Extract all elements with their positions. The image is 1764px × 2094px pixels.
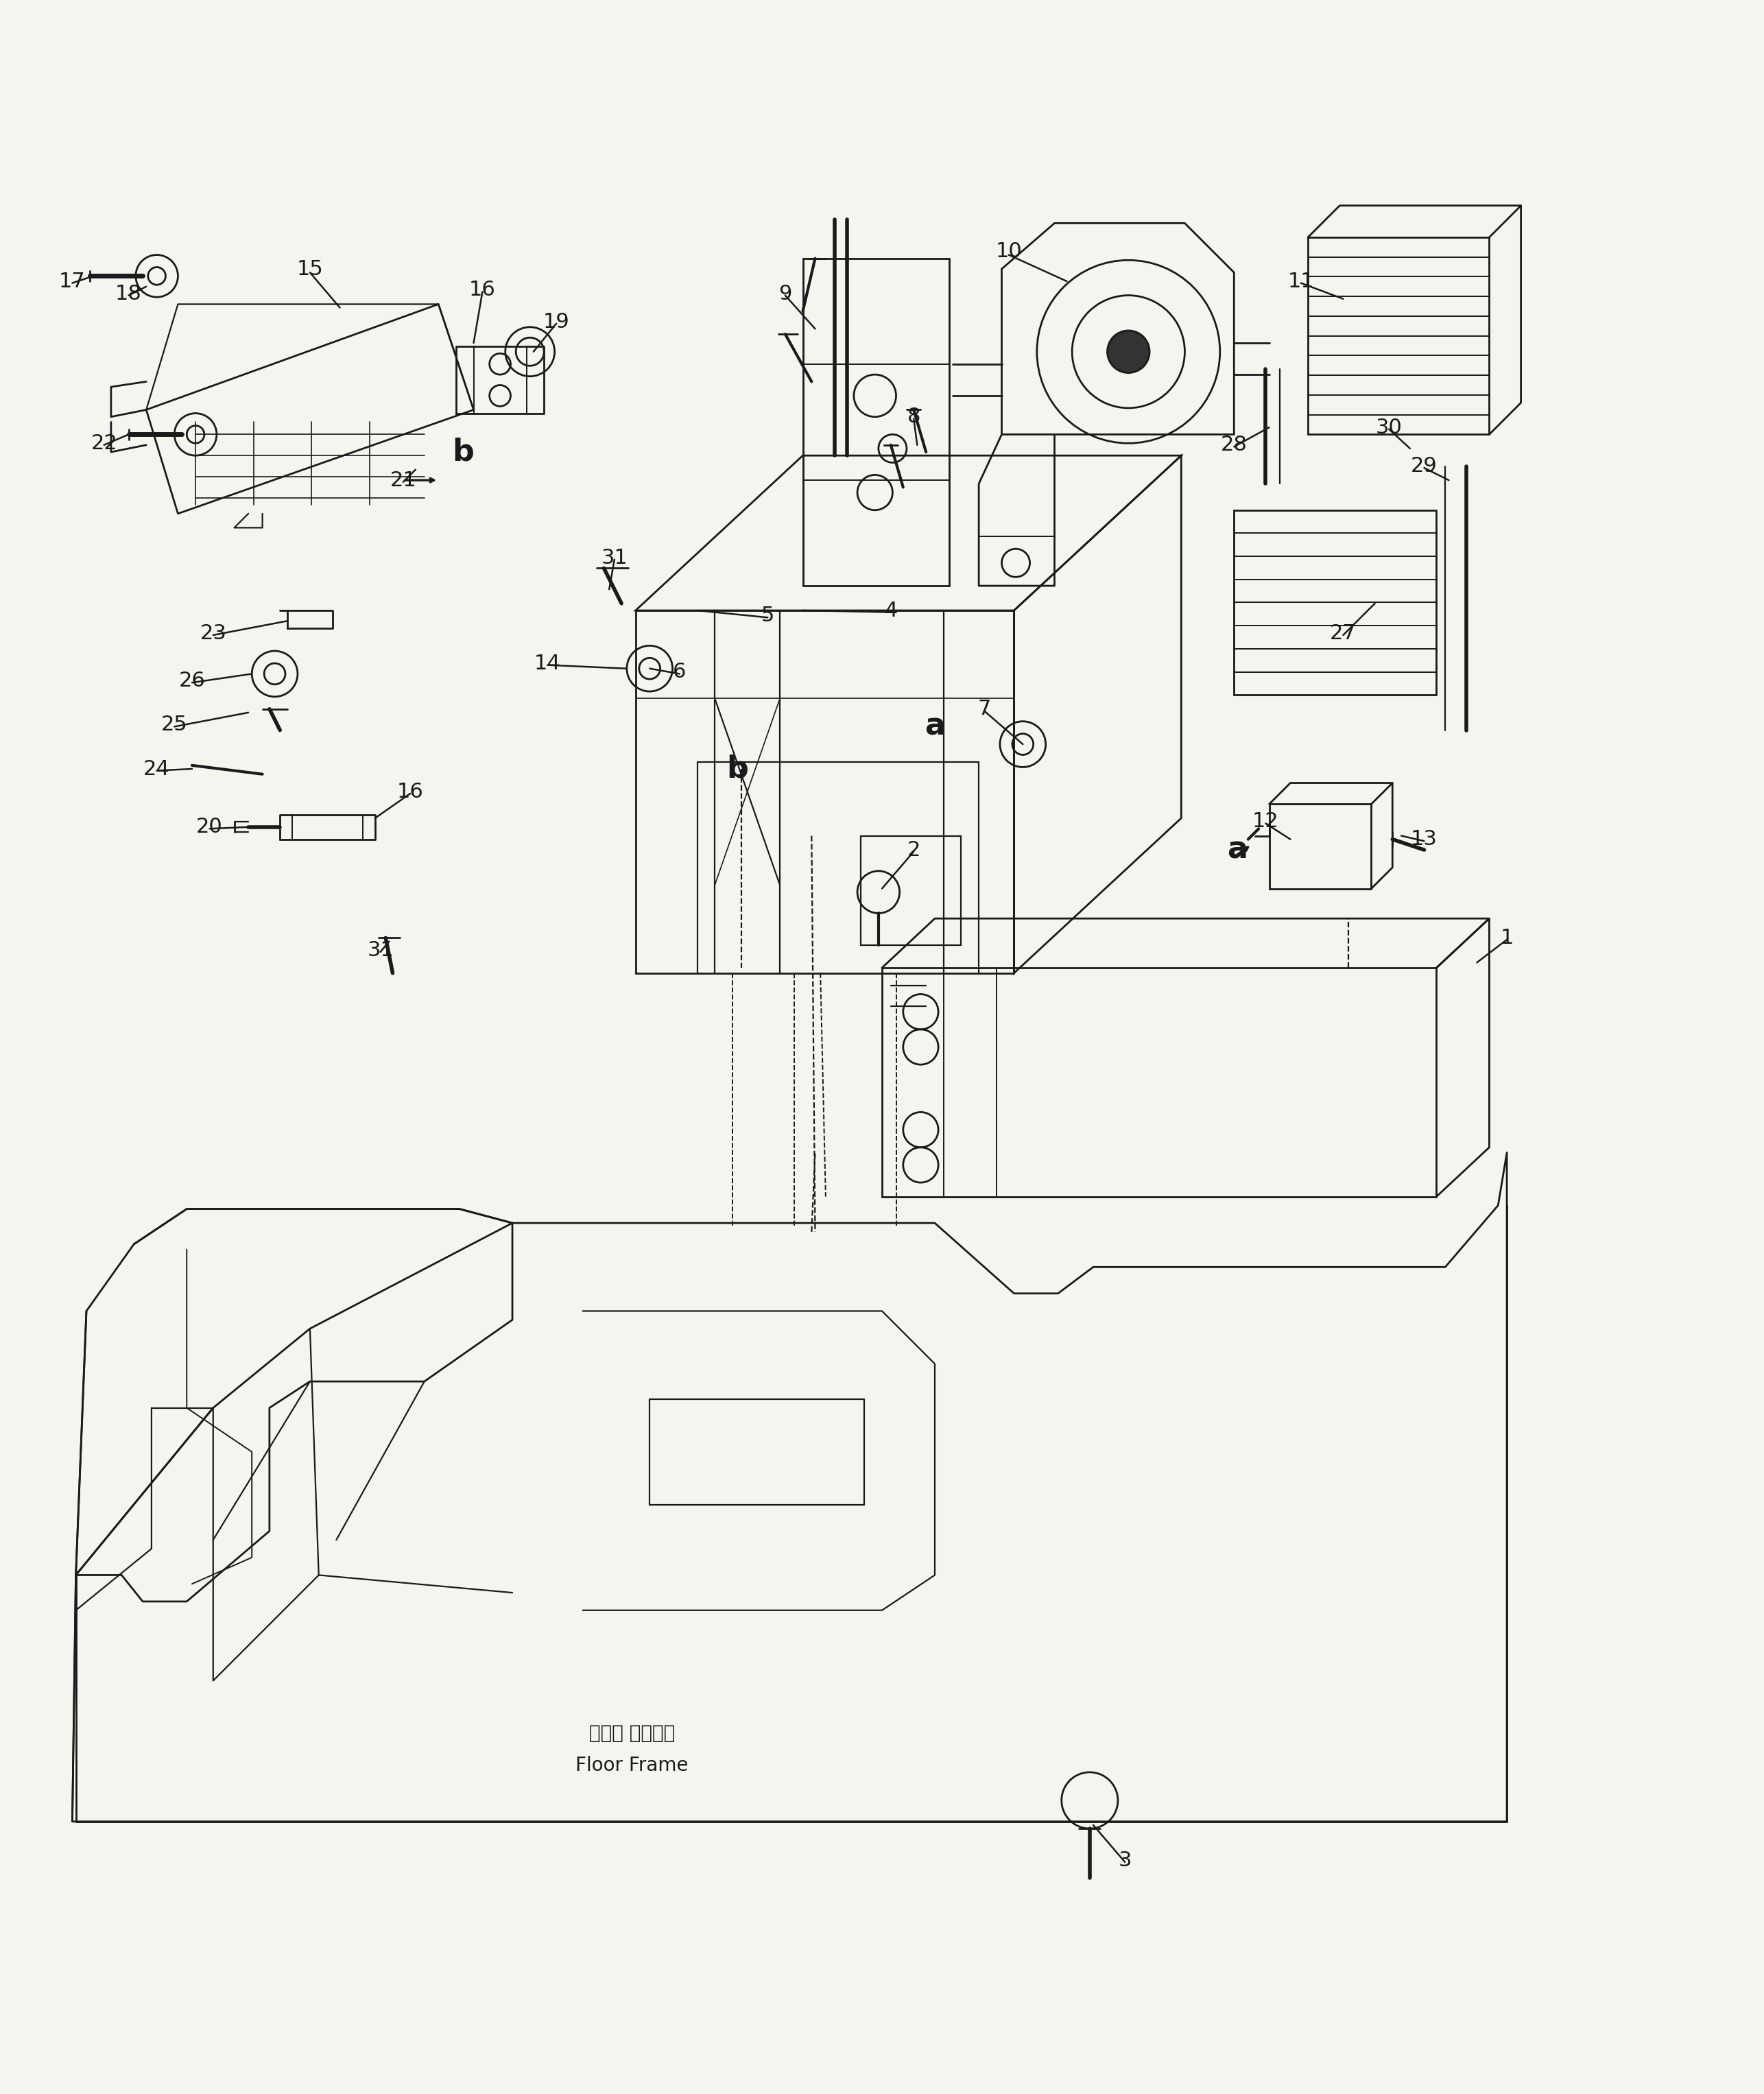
Text: 10: 10 [995, 241, 1021, 262]
Text: 5: 5 [760, 605, 774, 626]
Text: 19: 19 [543, 312, 570, 331]
Text: 20: 20 [196, 817, 222, 838]
Text: 30: 30 [1376, 417, 1402, 438]
Text: 25: 25 [161, 714, 187, 735]
Text: a: a [1228, 836, 1247, 865]
Text: 14: 14 [534, 653, 561, 672]
Text: 27: 27 [1330, 624, 1357, 643]
Text: 15: 15 [296, 260, 323, 279]
Text: 12: 12 [1252, 812, 1279, 831]
Text: 22: 22 [90, 433, 116, 452]
Text: 9: 9 [778, 283, 792, 304]
Text: a: a [924, 712, 946, 741]
Text: b: b [452, 438, 475, 467]
Text: 18: 18 [115, 283, 141, 304]
Text: 28: 28 [1221, 436, 1247, 454]
Text: 3: 3 [1118, 1851, 1131, 1870]
Text: 13: 13 [1411, 829, 1438, 850]
Text: 26: 26 [178, 670, 205, 691]
Text: 11: 11 [1288, 272, 1314, 291]
Text: 16: 16 [469, 281, 496, 299]
Text: 31: 31 [602, 549, 628, 567]
Text: Floor Frame: Floor Frame [575, 1755, 688, 1776]
Text: 24: 24 [143, 758, 169, 779]
Text: 29: 29 [1411, 456, 1438, 475]
Text: 6: 6 [672, 662, 686, 683]
Text: 17: 17 [58, 272, 86, 291]
Text: 7: 7 [977, 699, 991, 718]
Text: b: b [727, 754, 748, 783]
Text: 23: 23 [199, 624, 226, 643]
Text: 21: 21 [390, 471, 416, 490]
Text: フロア フレーム: フロア フレーム [589, 1723, 676, 1742]
Circle shape [1108, 331, 1150, 373]
Text: 2: 2 [907, 840, 921, 861]
Text: 4: 4 [884, 601, 898, 620]
Text: 16: 16 [397, 781, 423, 802]
Text: 8: 8 [907, 406, 921, 427]
Text: 31: 31 [367, 940, 393, 961]
Text: 1: 1 [1499, 928, 1514, 949]
